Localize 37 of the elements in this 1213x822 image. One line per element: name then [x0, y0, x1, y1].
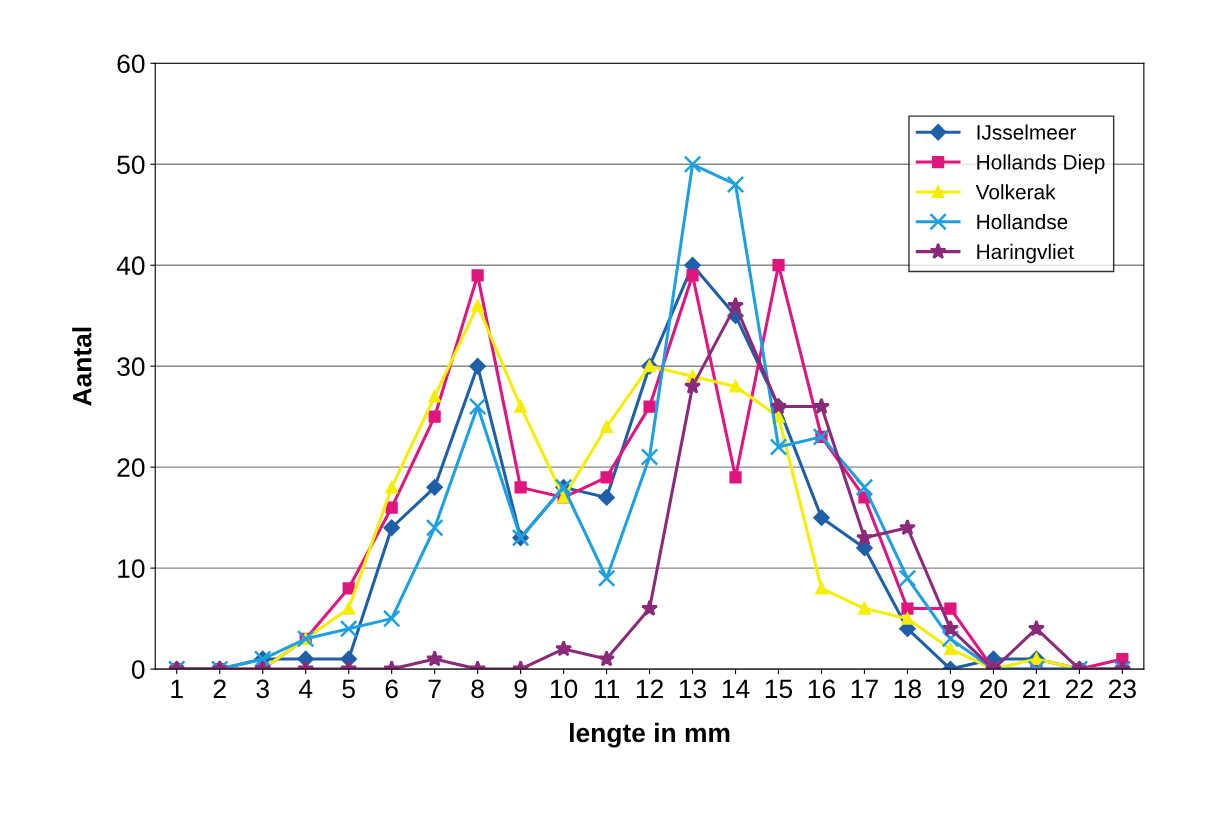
- x-tick-label: 12: [636, 679, 663, 698]
- x-tick-label: 13: [679, 679, 707, 699]
- x-tick-label: 15: [765, 679, 793, 699]
- x-tick-label: 17: [851, 679, 878, 698]
- x-tick-label: 2: [213, 679, 226, 698]
- x-tick-label: 9: [514, 679, 527, 699]
- x-tick-label: 7: [428, 679, 441, 698]
- x-tick-label: 23: [1109, 679, 1136, 699]
- legend-label: IJsselmeer: [977, 124, 1077, 140]
- x-axis-title: lengte in mm: [570, 722, 730, 748]
- x-tick-label: 4: [298, 679, 313, 698]
- legend-label: Volkerak: [975, 184, 1056, 200]
- x-tick-label: 11: [594, 679, 619, 698]
- legend-label: Haringvliet: [977, 243, 1074, 264]
- x-tick-label: 21: [1023, 679, 1050, 698]
- x-tick-label: 22: [1066, 679, 1093, 698]
- x-tick-label: 8: [471, 679, 484, 699]
- legend-label: Hollandse: [977, 213, 1068, 230]
- y-tick-label: 10: [118, 559, 145, 578]
- legend-label: Hollands Diep: [977, 154, 1105, 174]
- x-tick-label: 20: [980, 679, 1008, 699]
- y-tick-label: 50: [117, 155, 145, 175]
- y-tick-label: 60: [117, 54, 145, 74]
- y-tick-label: 30: [117, 357, 145, 377]
- y-tick-label: 20: [117, 458, 145, 477]
- x-tick-label: 3: [256, 679, 269, 699]
- x-tick-label: 1: [171, 679, 183, 698]
- x-tick-label: 5: [342, 679, 355, 699]
- x-tick-label: 16: [808, 679, 836, 699]
- y-axis-title: Aantal: [72, 327, 92, 406]
- x-tick-label: 6: [385, 679, 398, 699]
- y-tick-label: 0: [131, 660, 145, 679]
- x-tick-label: 14: [722, 679, 750, 698]
- x-tick-label: 10: [550, 679, 578, 699]
- y-tick-label: 40: [116, 256, 145, 276]
- x-tick-label: 19: [937, 679, 964, 699]
- x-tick-label: 18: [894, 679, 921, 699]
